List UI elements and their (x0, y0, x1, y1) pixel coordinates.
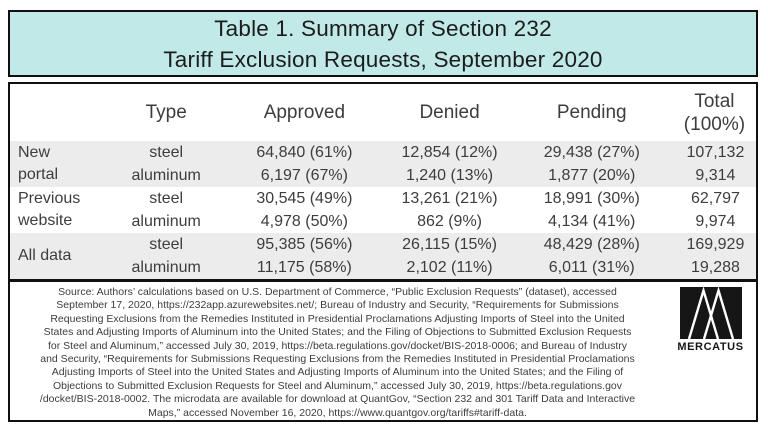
cell-denied: 2,102 (11%) (390, 256, 509, 281)
cell-total: 9,314 (674, 164, 756, 187)
cell-denied: 862 (9%) (390, 210, 509, 233)
table-title-banner: Table 1. Summary of Section 232 Tariff E… (8, 10, 758, 77)
row-group-label-new-portal: New portal (10, 141, 115, 187)
table-row: aluminum 11,175 (58%) 2,102 (11%) 6,011 … (10, 256, 756, 281)
cell-approved: 11,175 (58%) (218, 256, 391, 281)
col-header-type: Type (145, 102, 187, 123)
table-row: aluminum 4,978 (50%) 862 (9%) 4,134 (41%… (10, 210, 756, 233)
cell-total: 169,929 (674, 233, 756, 256)
table-footer: Source: Authors’ calculations based on U… (10, 282, 756, 420)
cell-total: 62,797 (674, 187, 756, 210)
col-header-pending: Pending (556, 102, 627, 123)
cell-pending: 48,429 (28%) (508, 233, 675, 256)
cell-pending: 4,134 (41%) (508, 210, 675, 233)
col-header-blank (10, 84, 114, 141)
cell-type: steel (114, 187, 219, 210)
cell-total: 107,132 (674, 141, 756, 164)
cell-type: aluminum (114, 164, 219, 187)
cell-type: steel (114, 141, 219, 164)
col-header-approved: Approved (263, 102, 346, 123)
mercatus-logo: MERCATUS (665, 286, 756, 353)
cell-denied: 1,240 (13%) (390, 164, 509, 187)
cell-total: 9,974 (674, 210, 756, 233)
table-row: All data steel 95,385 (56%) 26,115 (15%)… (10, 233, 756, 281)
cell-pending: 18,991 (30%) (508, 187, 675, 210)
cell-total: 19,288 (674, 256, 756, 281)
cell-type: steel (114, 233, 219, 256)
row-group-label-all-data: All data (10, 233, 115, 281)
cell-approved: 30,545 (49%) (218, 187, 391, 210)
cell-type: aluminum (114, 256, 219, 281)
table-row: Previous website steel 30,545 (49%) 13,2… (10, 187, 756, 233)
source-note: Source: Authors’ calculations based on U… (39, 286, 636, 419)
cell-approved: 6,197 (67%) (218, 164, 391, 187)
cell-pending: 29,438 (27%) (508, 141, 675, 164)
cell-pending: 1,877 (20%) (508, 164, 675, 187)
table-title: Table 1. Summary of Section 232 Tariff E… (163, 15, 603, 72)
mercatus-logo-label: MERCATUS (677, 341, 744, 353)
row-group-label-previous-website: Previous website (10, 187, 115, 233)
cell-denied: 12,854 (12%) (390, 141, 509, 164)
cell-approved: 64,840 (61%) (218, 141, 391, 164)
table-row: aluminum 6,197 (67%) 1,240 (13%) 1,877 (… (10, 164, 756, 187)
cell-type: aluminum (114, 210, 219, 233)
col-header-denied: Denied (419, 102, 480, 123)
summary-table: Type Approved Denied Pending Total (100%… (10, 84, 756, 282)
cell-pending: 6,011 (31%) (508, 256, 675, 281)
mercatus-logo-icon (679, 287, 742, 339)
cell-approved: 95,385 (56%) (218, 233, 391, 256)
cell-approved: 4,978 (50%) (218, 210, 391, 233)
cell-denied: 26,115 (15%) (390, 233, 509, 256)
table-row: New portal steel 64,840 (61%) 12,854 (12… (10, 141, 756, 187)
col-header-total: Total (100%) (683, 90, 746, 135)
cell-denied: 13,261 (21%) (390, 187, 509, 210)
header-row: Type Approved Denied Pending Total (100%… (10, 84, 756, 141)
table-panel: Type Approved Denied Pending Total (100%… (8, 82, 758, 422)
